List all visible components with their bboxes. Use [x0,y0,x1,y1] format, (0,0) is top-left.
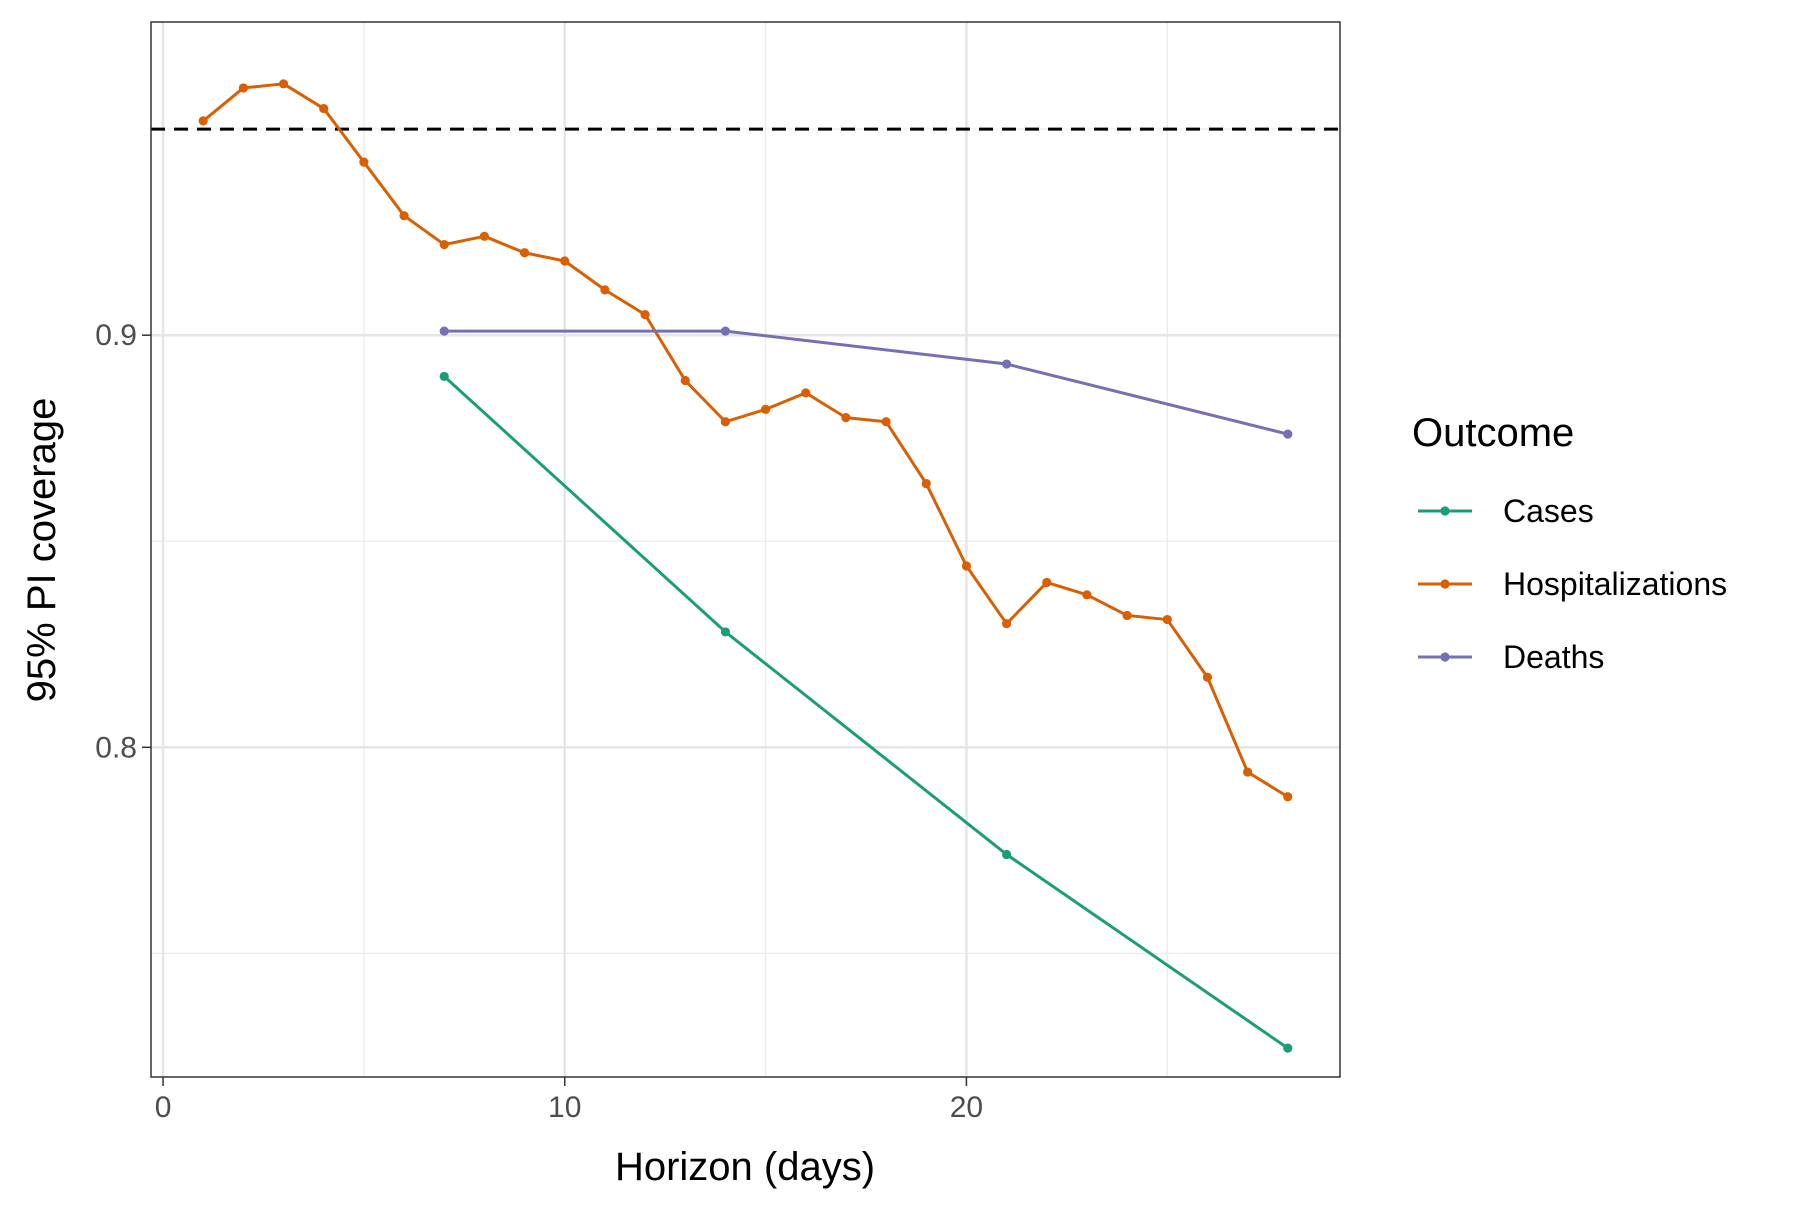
series-deaths [439,326,1293,439]
data-point-hospitalizations [439,239,449,250]
series-line-hospitalizations [202,82,1289,799]
x-tick-label: 20 [950,1091,983,1124]
data-point-hospitalizations [720,417,731,427]
series-hospitalizations [198,79,1293,802]
data-point-hospitalizations [760,404,771,414]
data-point-hospitalizations [881,417,891,427]
data-point-hospitalizations [1162,614,1172,625]
legend: Outcome Cases Hospitalizations Deaths [1412,411,1727,675]
data-point-cases [439,371,449,382]
grid-minor [151,22,1340,1077]
data-point-deaths [439,326,449,336]
series-line-cases [443,375,1289,1050]
x-tick-label: 0 [155,1091,172,1124]
data-point-hospitalizations [560,256,570,266]
data-point-hospitalizations [1202,672,1213,682]
data-point-hospitalizations [399,211,409,221]
plot-border [150,21,1341,1078]
data-point-hospitalizations [238,83,248,93]
data-point-cases [720,627,731,637]
x-axis-label: Horizon (days) [615,1145,875,1189]
data-point-deaths [1001,359,1012,369]
series-cases [439,371,1293,1053]
data-point-hospitalizations [479,231,490,241]
legend-key-point [1440,579,1450,589]
y-tick-label: 0.9 [95,319,137,352]
legend-title: Outcome [1412,411,1574,455]
data-point-hospitalizations [801,388,811,398]
data-point-hospitalizations [961,561,972,571]
legend-item-cases: Cases [1418,493,1594,529]
data-point-hospitalizations [640,309,650,320]
data-point-hospitalizations [680,375,690,386]
data-point-hospitalizations [841,413,851,423]
data-point-hospitalizations [359,157,369,167]
data-point-hospitalizations [600,285,610,295]
data-point-hospitalizations [1283,792,1293,802]
data-point-hospitalizations [1082,590,1092,600]
data-point-cases [1001,849,1012,860]
legend-item-hospitalizations: Hospitalizations [1418,566,1727,602]
data-point-hospitalizations [198,116,208,126]
data-point-hospitalizations [1001,619,1012,629]
legend-label: Cases [1503,493,1594,529]
plot-panel [151,22,1340,1077]
data-point-hospitalizations [278,79,289,89]
y-axis: 0.8 0.9 [95,319,151,764]
x-tick-label: 10 [548,1091,581,1124]
data-point-cases [1283,1043,1293,1053]
legend-key-point [1440,652,1450,662]
y-tick-label: 0.8 [95,731,137,764]
series-line-deaths [444,329,1289,436]
legend-label: Hospitalizations [1503,566,1727,602]
data-point-hospitalizations [319,103,329,114]
data-point-hospitalizations [519,248,530,258]
data-point-deaths [720,326,731,336]
legend-key-point [1440,506,1450,516]
legend-label: Deaths [1503,639,1604,675]
legend-item-deaths: Deaths [1418,639,1604,675]
y-axis-label: 95% PI coverage [20,398,64,703]
x-axis: 0 10 20 [155,1077,983,1124]
data-point-hospitalizations [1243,767,1253,777]
grid-major [151,22,1340,1077]
data-point-hospitalizations [1122,610,1132,621]
data-point-hospitalizations [1042,577,1052,588]
data-point-deaths [1283,429,1293,439]
series-layer [198,79,1293,1053]
data-point-hospitalizations [921,478,931,489]
